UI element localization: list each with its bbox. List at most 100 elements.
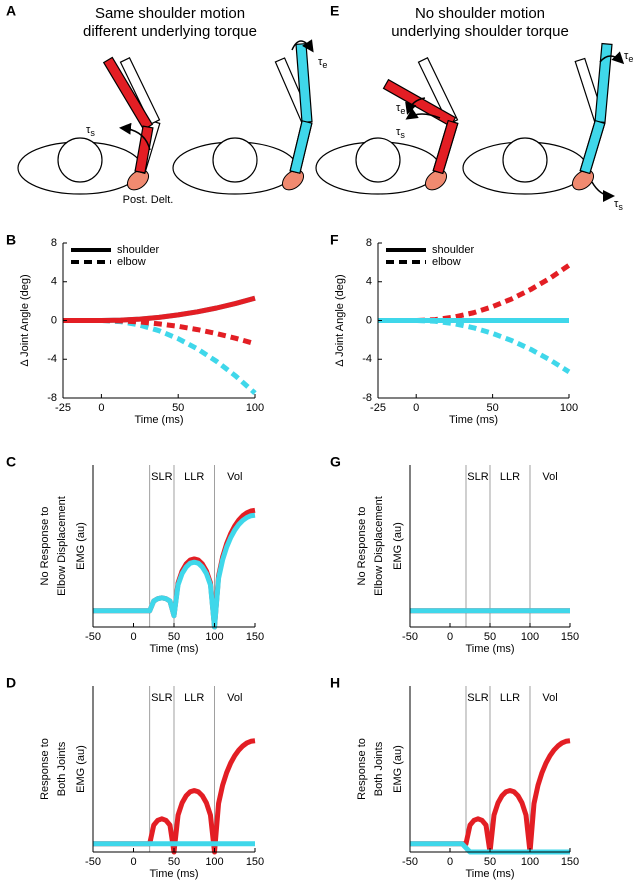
x-tick-label: 150	[246, 631, 264, 643]
x-tick-label: -25	[370, 402, 386, 414]
x-tick-label: 0	[130, 631, 136, 643]
y-axis-label: EMG (au)	[392, 522, 404, 570]
torque-label: τe	[396, 102, 405, 116]
x-tick-label: 150	[561, 631, 579, 643]
panel-letter: C	[6, 454, 16, 470]
x-tick-label: 0	[447, 856, 453, 868]
x-tick-label: 100	[205, 631, 223, 643]
y-tick-label: 8	[51, 237, 57, 249]
torque-label: τe	[318, 56, 327, 70]
panel-letter: G	[330, 454, 341, 470]
x-axis-label: Time (ms)	[149, 643, 198, 655]
epoch-label: Vol	[227, 692, 242, 704]
muscle	[281, 169, 305, 191]
panel-letter: E	[330, 3, 339, 19]
torque-subscript: s	[400, 130, 405, 140]
data-line	[63, 318, 256, 347]
y-tick-label: 0	[51, 314, 57, 326]
y-axis-label: EMG (au)	[392, 745, 404, 793]
side-label: Elbow Displacement	[373, 496, 385, 596]
legend-label: shoulder	[117, 244, 160, 256]
x-tick-label: 100	[246, 402, 264, 414]
x-tick-label: 100	[521, 856, 539, 868]
x-tick-label: 100	[521, 631, 539, 643]
x-axis-label: Time (ms)	[149, 868, 198, 880]
side-label: No Response to	[356, 507, 368, 586]
x-tick-label: 50	[168, 856, 180, 868]
muscle	[424, 169, 448, 191]
torque-symbol: τ	[318, 56, 323, 68]
panel-letter: F	[330, 232, 339, 248]
epoch-label: Vol	[542, 692, 557, 704]
muscle-label: Post. Delt.	[123, 194, 174, 206]
y-tick-label: 4	[51, 276, 57, 288]
x-tick-label: 50	[484, 631, 496, 643]
y-tick-label: 0	[366, 314, 372, 326]
epoch-label: LLR	[184, 692, 204, 704]
torque-subscript: e	[322, 60, 327, 70]
panel-letter: A	[6, 3, 16, 19]
x-tick-label: -50	[85, 856, 101, 868]
epoch-label: SLR	[467, 471, 488, 483]
torque-arrow	[405, 108, 441, 120]
epoch-label: Vol	[227, 471, 242, 483]
legend-label: shoulder	[432, 244, 475, 256]
torque-subscript: e	[628, 54, 633, 64]
x-tick-label: -50	[85, 631, 101, 643]
y-tick-label: 8	[366, 237, 372, 249]
head	[212, 137, 258, 183]
perturbed-upper-arm	[432, 119, 459, 175]
epoch-label: LLR	[500, 692, 520, 704]
side-label: No Response to	[39, 507, 51, 586]
torque-subscript: e	[400, 106, 405, 116]
x-axis-label: Time (ms)	[449, 414, 498, 426]
x-axis-label: Time (ms)	[465, 643, 514, 655]
data-line	[378, 318, 571, 374]
y-axis-label: Δ Joint Angle (deg)	[19, 274, 31, 366]
perturbed-upper-arm	[289, 120, 313, 174]
x-tick-label: 50	[486, 402, 498, 414]
x-tick-label: 0	[130, 856, 136, 868]
torque-label: τs	[614, 198, 623, 212]
epoch-label: Vol	[542, 471, 557, 483]
torque-subscript: s	[90, 128, 95, 138]
x-tick-label: 0	[447, 631, 453, 643]
torque-label: τs	[86, 124, 95, 138]
diagram-title: different underlying torque	[83, 23, 257, 40]
y-tick-label: 4	[366, 276, 372, 288]
panel-letter: D	[6, 675, 16, 691]
y-axis-label: EMG (au)	[75, 745, 87, 793]
data-line	[378, 263, 571, 323]
diagram-title: underlying shoulder torque	[391, 23, 569, 40]
x-tick-label: -50	[402, 856, 418, 868]
torque-symbol: τ	[86, 124, 91, 136]
torque-symbol: τ	[624, 50, 629, 62]
y-tick-label: -8	[47, 392, 57, 404]
side-label: Response to	[39, 738, 51, 800]
head	[57, 137, 103, 183]
side-label: Response to	[356, 738, 368, 800]
x-axis-label: Time (ms)	[134, 414, 183, 426]
diagram-title: Same shoulder motion	[95, 5, 245, 22]
perturbed-upper-arm	[134, 125, 154, 174]
epoch-label: LLR	[500, 471, 520, 483]
muscle	[126, 169, 150, 191]
torque-label: τe	[624, 50, 633, 64]
x-tick-label: -25	[55, 402, 71, 414]
legend-label: elbow	[432, 256, 461, 268]
x-tick-label: 100	[205, 856, 223, 868]
x-tick-label: 150	[246, 856, 264, 868]
side-label: Both Joints	[56, 741, 68, 796]
torque-arrow	[599, 51, 625, 65]
epoch-label: SLR	[151, 471, 172, 483]
x-axis-label: Time (ms)	[465, 868, 514, 880]
forearm	[119, 57, 161, 125]
x-tick-label: 50	[168, 631, 180, 643]
y-axis-label: EMG (au)	[75, 522, 87, 570]
data-line	[63, 295, 256, 323]
head	[355, 137, 401, 183]
y-tick-label: -4	[47, 353, 57, 365]
epoch-label: SLR	[151, 692, 172, 704]
x-tick-label: 100	[560, 402, 578, 414]
